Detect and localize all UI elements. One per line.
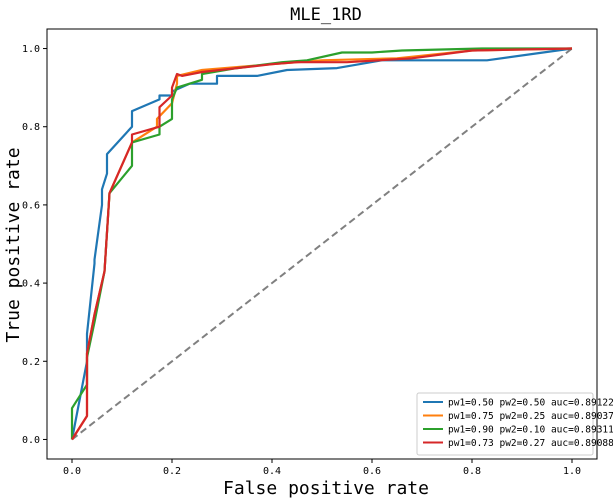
legend-label: pw1=0.90 pw2=0.10 auc=0.89311 bbox=[448, 425, 613, 436]
chart-title: MLE_1RD bbox=[290, 5, 362, 25]
y-tick-label: 0.4 bbox=[22, 279, 40, 290]
legend: pw1=0.50 pw2=0.50 auc=0.89122 pw1=0.75 pw… bbox=[416, 392, 613, 456]
x-tick-label: 0.6 bbox=[363, 466, 381, 477]
axis-ticks: 0.0 0.2 0.4 0.6 0.8 1.0 0.0 0.2 0.4 0.6 0.8 1.0 bbox=[22, 44, 581, 477]
x-tick-label: 0.4 bbox=[263, 466, 281, 477]
legend-label: pw1=0.50 pw2=0.50 auc=0.89122 bbox=[448, 398, 613, 409]
y-axis-label: True positive rate bbox=[3, 147, 24, 342]
series-lines bbox=[70, 47, 573, 441]
y-tick-label: 0.6 bbox=[22, 200, 40, 211]
series-line bbox=[70, 47, 573, 440]
x-tick-label: 0.8 bbox=[463, 466, 481, 477]
diagonal-reference-line bbox=[71, 47, 573, 441]
x-axis-label: False positive rate bbox=[223, 478, 429, 499]
plot-frame bbox=[46, 28, 598, 460]
x-tick-label: 0.2 bbox=[163, 466, 181, 477]
legend-box bbox=[416, 392, 594, 456]
legend-label: pw1=0.75 pw2=0.25 auc=0.89037 bbox=[448, 411, 613, 422]
legend-label: pw1=0.73 pw2=0.27 auc=0.89088 bbox=[448, 438, 613, 449]
series-line bbox=[71, 47, 573, 441]
y-tick-label: 0.2 bbox=[22, 357, 40, 368]
series-line bbox=[70, 47, 572, 440]
x-tick-label: 1.0 bbox=[563, 466, 581, 477]
y-tick-label: 0.8 bbox=[22, 122, 40, 133]
y-tick-label: 0.0 bbox=[22, 435, 40, 446]
x-tick-label: 0.0 bbox=[63, 466, 81, 477]
y-tick-label: 1.0 bbox=[22, 44, 40, 55]
